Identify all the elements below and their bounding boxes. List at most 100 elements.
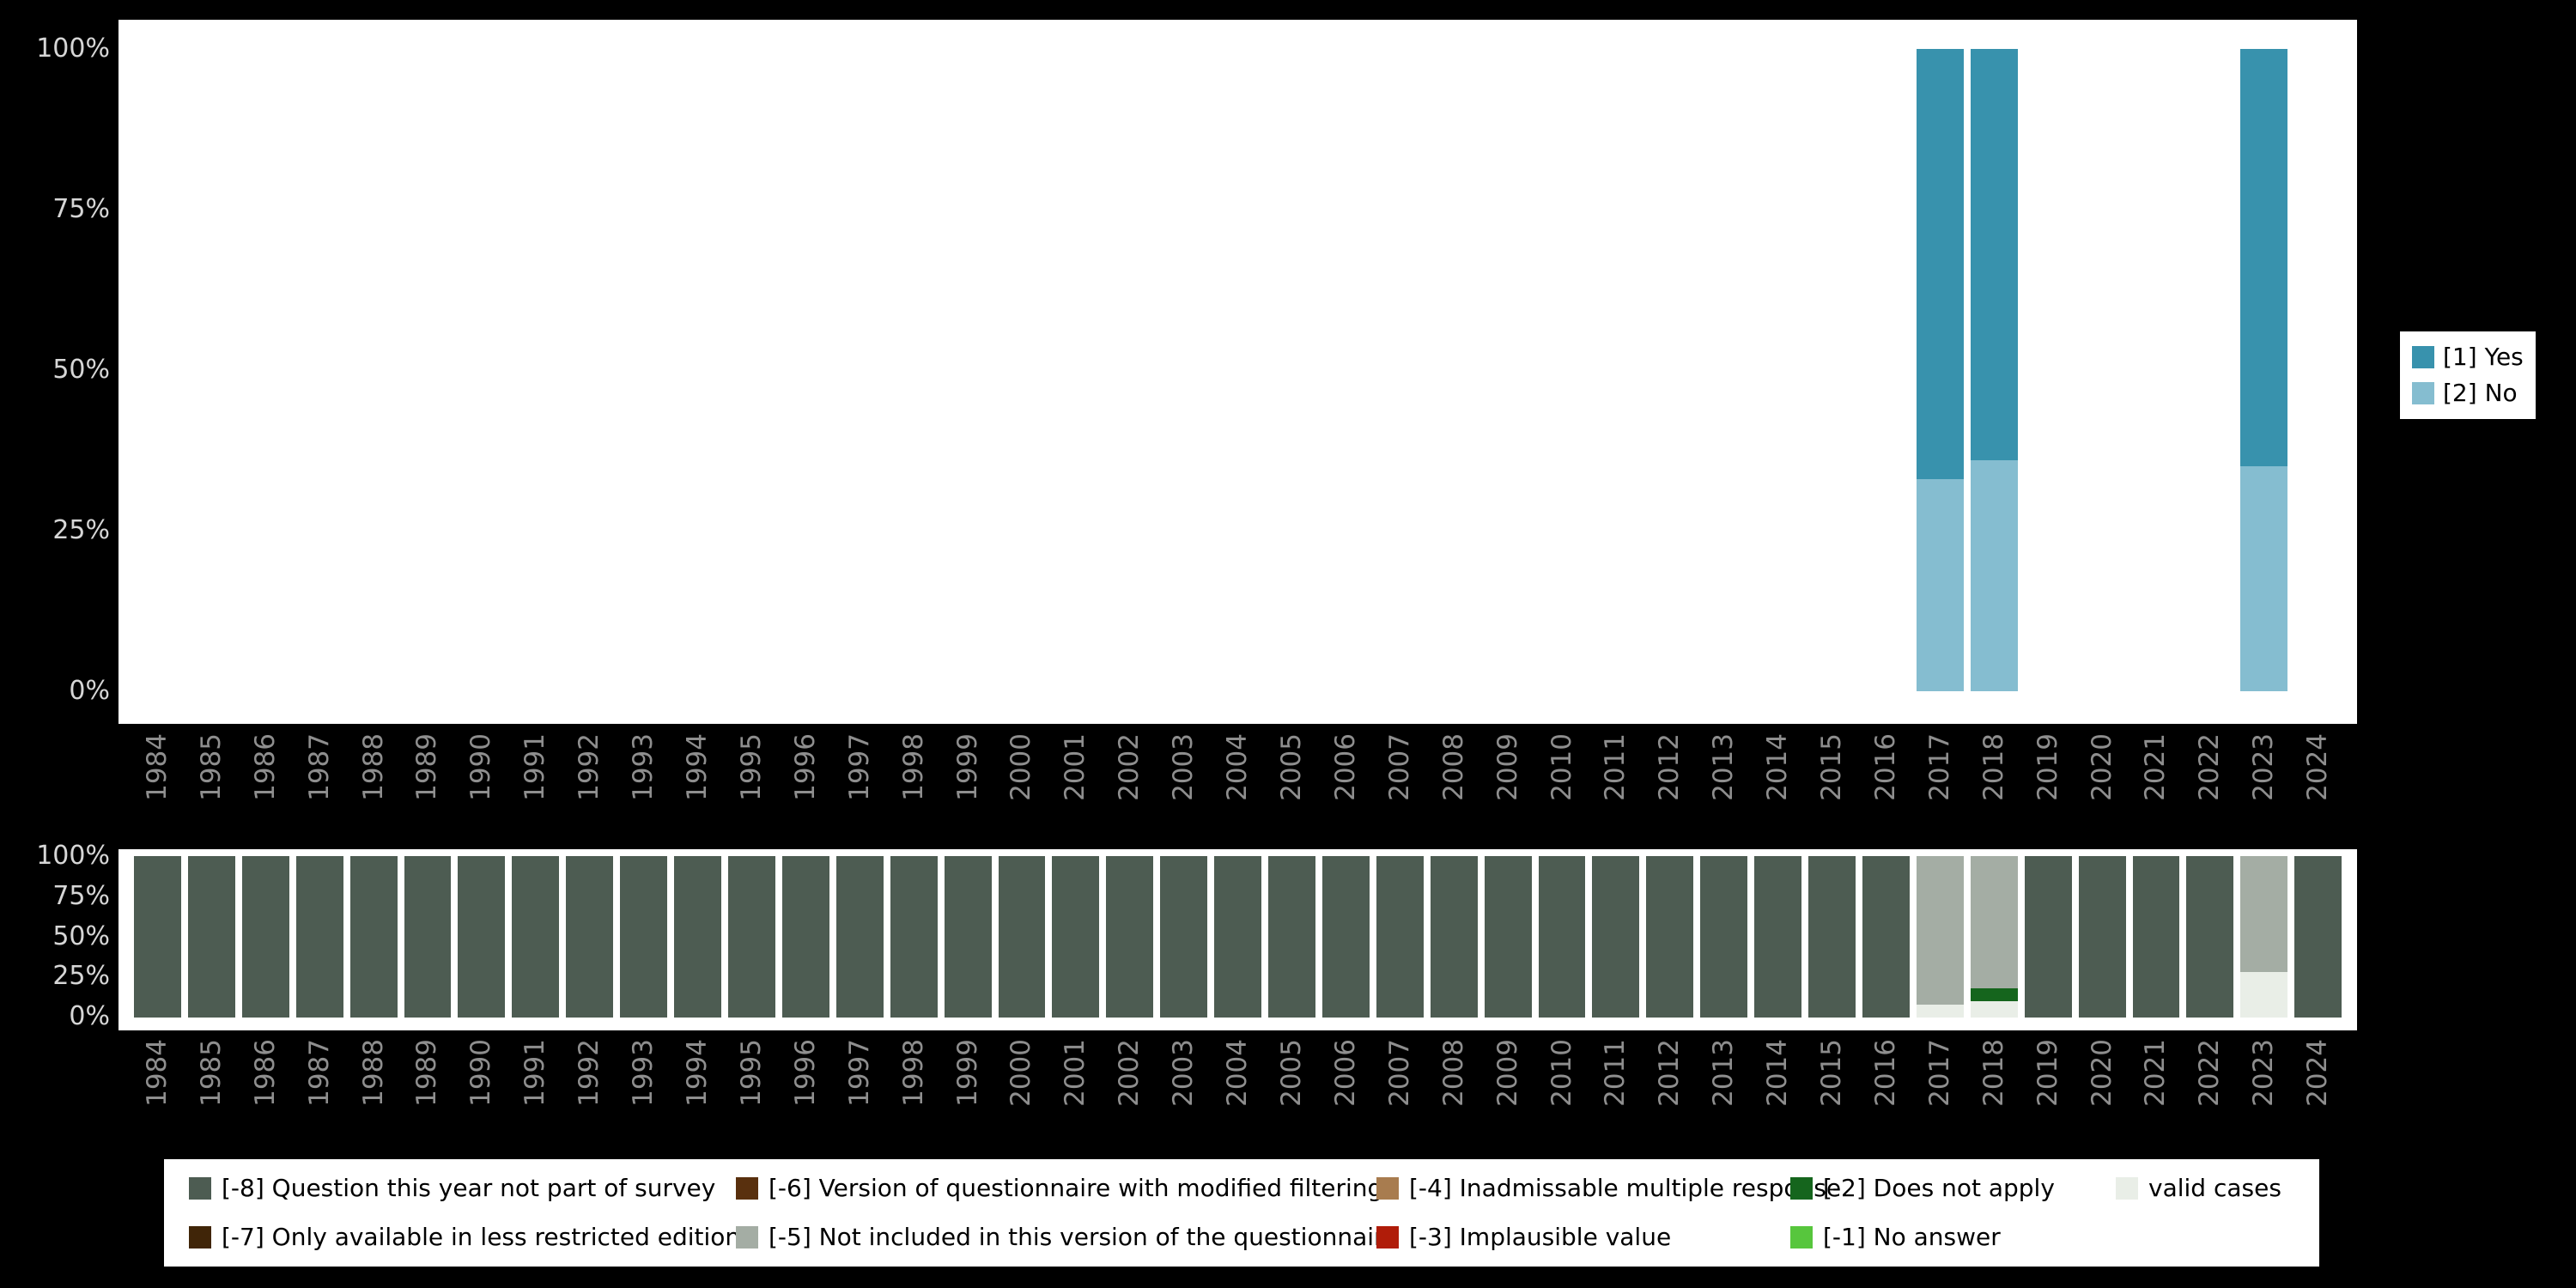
x-tick-label: 2018 xyxy=(1978,1039,2009,1107)
x-tick: 2003 xyxy=(1157,733,1211,828)
bar-stack xyxy=(241,856,289,1018)
bar-segment xyxy=(1754,856,1802,1018)
missing-values-bars xyxy=(131,856,2345,1018)
x-tick-label: 2013 xyxy=(1708,1039,1740,1107)
bar-segment xyxy=(1916,479,1964,691)
bar-column-1984 xyxy=(131,856,185,1018)
x-tick-label: 2017 xyxy=(1923,1039,1955,1107)
bar-stack xyxy=(1862,856,1910,1018)
x-tick: 2000 xyxy=(995,733,1049,828)
bar-segment xyxy=(998,856,1046,1018)
x-tick: 2022 xyxy=(2183,733,2237,828)
x-tick: 2010 xyxy=(1535,1039,1589,1133)
top-chart-y-axis: 100% 75% 50% 25% 0% xyxy=(5,36,110,704)
bar-segment xyxy=(458,856,506,1018)
bar-column-1996 xyxy=(779,49,833,691)
bar-stack xyxy=(2294,49,2342,691)
x-tick: 2014 xyxy=(1751,733,1805,828)
legend-item: valid cases xyxy=(2116,1174,2319,1202)
x-tick-label: 1998 xyxy=(897,733,929,801)
legend-label: [1] Yes xyxy=(2443,343,2524,371)
bar-stack xyxy=(1321,856,1370,1018)
x-tick: 2005 xyxy=(1265,1039,1319,1133)
x-tick: 2012 xyxy=(1643,1039,1697,1133)
bar-segment xyxy=(781,856,829,1018)
x-tick: 2001 xyxy=(1048,1039,1103,1133)
bar-column-2016 xyxy=(1859,49,1913,691)
x-tick: 2002 xyxy=(1103,733,1157,828)
bar-stack xyxy=(1592,49,1639,691)
x-tick-label: 2004 xyxy=(1222,733,1254,801)
bar-column-2013 xyxy=(1697,49,1751,691)
bar-stack xyxy=(458,856,506,1018)
x-tick: 2011 xyxy=(1589,1039,1643,1133)
bar-column-2022 xyxy=(2183,49,2237,691)
bar-column-1997 xyxy=(833,49,887,691)
x-tick: 1990 xyxy=(454,733,508,828)
x-tick-label: 2000 xyxy=(1005,1039,1037,1107)
legend-swatch xyxy=(189,1177,211,1200)
bar-column-1988 xyxy=(347,49,401,691)
x-tick-label: 1989 xyxy=(411,1039,443,1107)
bar-stack xyxy=(512,856,560,1018)
bar-segment xyxy=(1484,856,1532,1018)
bar-stack xyxy=(728,49,775,691)
bar-column-2004 xyxy=(1211,49,1265,691)
bar-column-2005 xyxy=(1265,856,1319,1018)
legend-label: [-4] Inadmissable multiple response xyxy=(1409,1174,1842,1203)
bar-stack xyxy=(835,856,884,1018)
bar-column-1986 xyxy=(239,856,293,1018)
bar-segment xyxy=(2294,856,2342,1018)
bar-column-2024 xyxy=(2291,49,2345,691)
x-tick-label: 2004 xyxy=(1222,1039,1254,1107)
bar-column-2008 xyxy=(1427,49,1481,691)
x-tick: 2015 xyxy=(1805,1039,1859,1133)
bar-stack xyxy=(1430,856,1478,1018)
bar-stack xyxy=(350,49,398,691)
x-tick: 2003 xyxy=(1157,1039,1211,1133)
x-tick: 2009 xyxy=(1481,733,1535,828)
missing-values-y-axis: 100% 75% 50% 25% 0% xyxy=(5,843,110,1030)
x-tick-label: 1999 xyxy=(951,1039,983,1107)
bar-stack xyxy=(999,49,1046,691)
x-tick-label: 1984 xyxy=(141,733,173,801)
x-tick: 2010 xyxy=(1535,733,1589,828)
x-tick-label: 1992 xyxy=(574,1039,605,1107)
x-tick-label: 1989 xyxy=(411,733,443,801)
bar-column-1994 xyxy=(671,856,725,1018)
x-tick: 2024 xyxy=(2291,1039,2345,1133)
bar-column-2012 xyxy=(1643,49,1697,691)
bar-stack xyxy=(1106,49,1153,691)
bar-segment xyxy=(727,856,775,1018)
y-tick-label: 0% xyxy=(69,676,110,706)
x-tick-label: 2002 xyxy=(1114,1039,1145,1107)
x-tick: 1999 xyxy=(941,1039,995,1133)
bar-stack xyxy=(242,49,289,691)
bar-segment xyxy=(2240,856,2288,973)
bar-column-2006 xyxy=(1319,49,1373,691)
legend-label: [2] No xyxy=(2443,379,2518,408)
bar-stack xyxy=(2132,856,2180,1018)
x-tick-label: 1997 xyxy=(843,733,875,801)
bar-segment xyxy=(890,856,938,1018)
bar-stack xyxy=(1106,856,1154,1018)
bar-segment xyxy=(134,856,181,1018)
bar-segment xyxy=(2186,856,2234,1018)
bar-stack xyxy=(2186,49,2233,691)
x-tick: 1993 xyxy=(617,733,671,828)
x-tick: 2007 xyxy=(1373,1039,1427,1133)
legend-label: [-5] Not included in this version of the… xyxy=(769,1222,1399,1251)
x-tick: 2000 xyxy=(995,1039,1049,1133)
bar-column-2020 xyxy=(2075,49,2129,691)
x-tick: 2004 xyxy=(1211,1039,1265,1133)
bar-segment xyxy=(2024,856,2072,1018)
bar-segment xyxy=(620,856,668,1018)
bar-column-1997 xyxy=(833,856,887,1018)
x-tick-label: 2021 xyxy=(2140,733,2172,801)
bar-segment xyxy=(1916,856,1964,1005)
x-tick-label: 1997 xyxy=(843,1039,875,1107)
y-tick-label: 100% xyxy=(36,841,110,871)
x-tick: 2017 xyxy=(1913,733,1967,828)
x-tick-label: 2001 xyxy=(1060,1039,1091,1107)
